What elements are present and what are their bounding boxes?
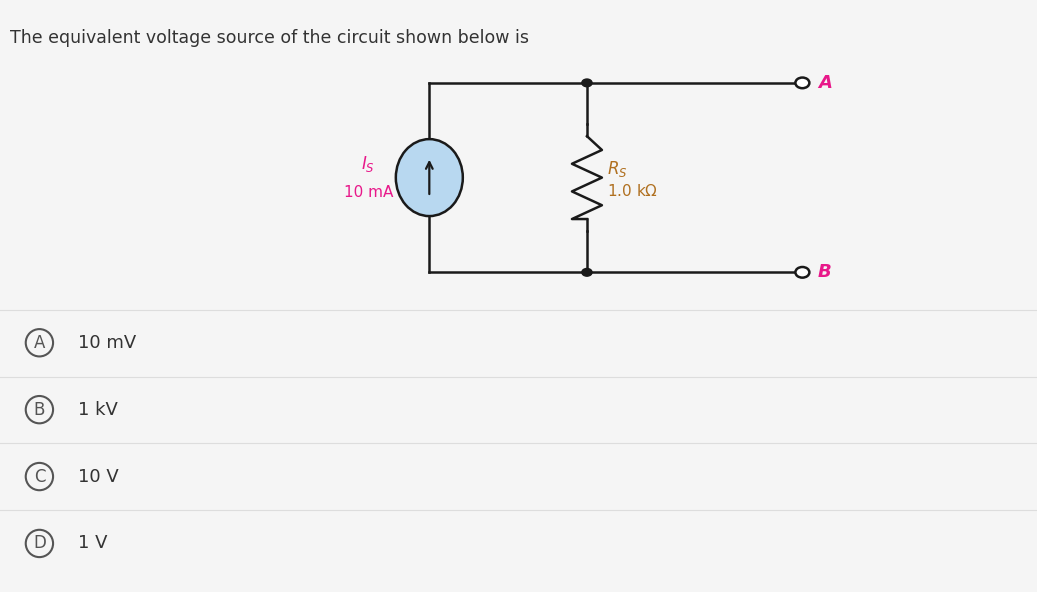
Circle shape	[582, 79, 592, 86]
Text: B: B	[34, 401, 45, 419]
Text: 10 mV: 10 mV	[78, 334, 136, 352]
Circle shape	[582, 268, 592, 276]
Ellipse shape	[396, 139, 463, 216]
Text: C: C	[33, 468, 46, 485]
Text: 1 V: 1 V	[78, 535, 107, 552]
Text: D: D	[33, 535, 46, 552]
Circle shape	[795, 267, 810, 278]
Circle shape	[795, 78, 810, 88]
Text: 1 kV: 1 kV	[78, 401, 117, 419]
Text: $I_S$: $I_S$	[361, 155, 375, 174]
Text: $R_S$: $R_S$	[607, 159, 627, 179]
Text: The equivalent voltage source of the circuit shown below is: The equivalent voltage source of the cir…	[10, 29, 529, 47]
Text: 10 mA: 10 mA	[343, 185, 393, 200]
Text: B: B	[818, 263, 832, 281]
Text: A: A	[34, 334, 45, 352]
Text: A: A	[818, 74, 832, 92]
Text: 1.0 k$\Omega$: 1.0 k$\Omega$	[607, 183, 657, 199]
Text: 10 V: 10 V	[78, 468, 118, 485]
